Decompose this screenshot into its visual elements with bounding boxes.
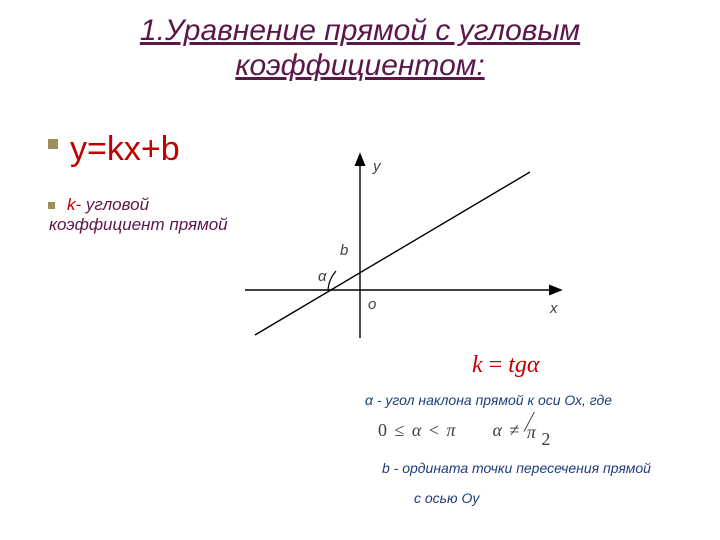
formula-k: k — [472, 352, 483, 378]
formula-tg: tg — [508, 352, 527, 378]
ineq-alpha1: α — [412, 420, 421, 440]
ineq-le: ≤ — [392, 420, 408, 440]
bullet-icon — [48, 139, 58, 149]
formula-eq: = — [483, 352, 509, 378]
ineq-pi: π — [447, 420, 456, 440]
ineq-lt: < — [426, 420, 442, 440]
label-x: x — [550, 300, 558, 317]
formula-alpha: α — [527, 352, 540, 378]
k-coeff-text: k- угловой коэффициент прямой — [67, 195, 228, 236]
title-line2: коэффициентом: — [235, 49, 484, 82]
bullet-equation: y=kx+b — [48, 130, 180, 169]
line-kxb — [255, 172, 530, 335]
bullet-icon — [48, 202, 55, 209]
k-rest: угловой — [81, 195, 149, 214]
slide-title: 1.Уравнение прямой с угловым коэффициент… — [0, 0, 720, 83]
k-line2: коэффициент прямой — [49, 215, 228, 235]
ineq-pi-num: π — [527, 422, 536, 442]
equation-text: y=kx+b — [70, 130, 180, 169]
ineq-pi-den: 2 — [541, 429, 550, 449]
ineq-zero: 0 — [378, 420, 387, 440]
diagram-svg — [245, 150, 585, 340]
note-b-line2: с осью Оу — [414, 490, 479, 506]
note-alpha: α - угол наклона прямой к оси Ох, где — [365, 392, 612, 408]
inequality: 0 ≤ α < π α ≠ π 2 — [378, 420, 549, 441]
label-b: b — [340, 242, 348, 259]
k-dash: k- — [67, 195, 81, 214]
ineq-ne: ≠ — [506, 420, 522, 440]
ineq-pihalf: π 2 — [527, 422, 550, 443]
bullet-k-coeff: k- угловой коэффициент прямой — [48, 195, 238, 236]
label-alpha: α — [318, 268, 327, 285]
slide: 1.Уравнение прямой с угловым коэффициент… — [0, 0, 720, 540]
title-line1: 1.Уравнение прямой с угловым — [140, 14, 580, 47]
label-o: о — [368, 296, 376, 313]
ineq-alpha2: α — [493, 420, 502, 440]
formula-k-tg-alpha: k = tgα — [472, 352, 539, 379]
coordinate-diagram: y x о b α — [245, 150, 585, 340]
label-y: y — [373, 158, 381, 175]
note-b-line1: b - ордината точки пересечения прямой — [382, 460, 651, 476]
